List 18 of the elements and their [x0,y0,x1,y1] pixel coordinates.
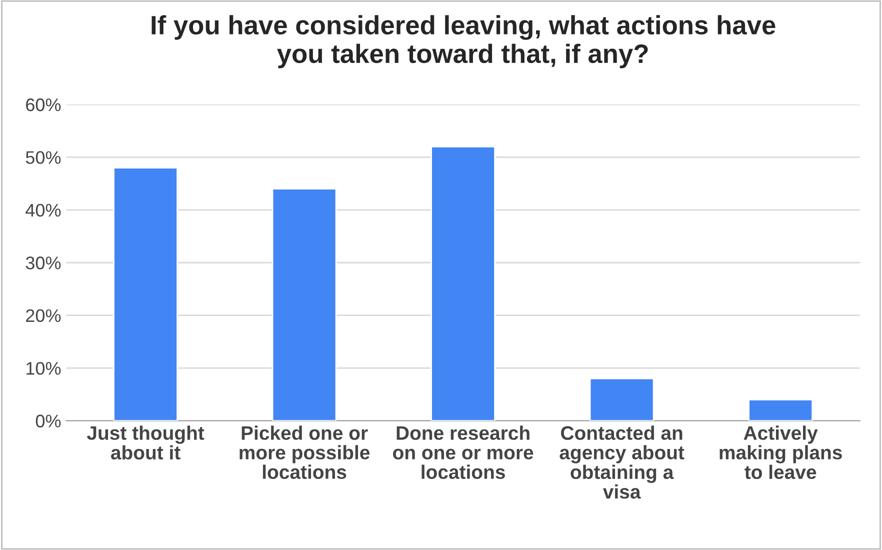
y-tick-label: 60% [26,98,61,112]
bar [272,188,337,421]
bar [589,378,654,421]
bar [748,398,814,421]
x-tick-label: Picked one or more possible locations [240,426,370,479]
y-tick-label: 50% [26,151,61,164]
y-tick-label: 10% [26,362,61,375]
y-tick-label: 20% [26,309,61,322]
bar [430,146,496,421]
x-tick-label: Actively making plans to leave [720,426,842,480]
x-tick-label: Just thought about it [86,426,204,460]
y-tick-label: 40% [26,204,61,217]
x-tick-label: Done research on one or more locations [393,426,534,479]
y-tick-label: 0% [36,414,61,428]
x-tick-label: Contacted an agency about obtaining a visa [560,426,684,499]
y-tick-label: 30% [26,256,61,270]
chart-title: If you have considered leaving, what actions have you taken toward that, if any? [152,15,776,68]
bar [113,167,178,421]
